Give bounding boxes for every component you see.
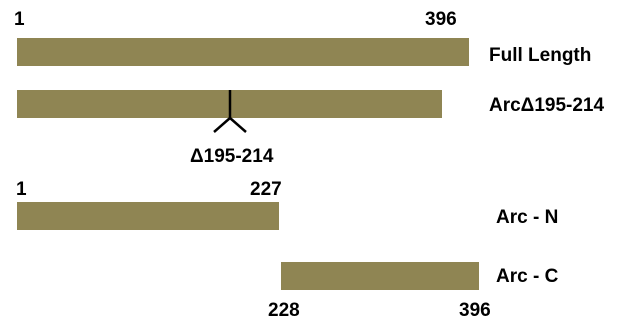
construct-deletion: Δ195-214 ArcΔ195-214 [17,90,605,167]
deletion-site-label: Δ195-214 [190,146,274,167]
full-length-end-label: 396 [425,9,457,30]
deletion-site-marker [213,90,247,133]
arc-n-end-label: 227 [250,179,282,200]
construct-arc-c: 228 396 Arc - C [268,262,559,321]
construct-full-length: 1 396 Full Length [14,9,591,66]
arc-c-start-label: 228 [268,300,300,321]
full-length-bar [17,38,469,66]
deletion-name: ArcΔ195-214 [489,95,605,116]
arc-n-start-label: 1 [16,179,27,200]
arc-n-bar [17,202,279,230]
full-length-name: Full Length [489,45,591,66]
arc-c-name: Arc - C [496,266,559,287]
full-length-start-label: 1 [14,9,25,30]
arc-c-bar [281,262,479,290]
arc-c-end-label: 396 [459,300,491,321]
arc-n-name: Arc - N [496,207,558,228]
construct-arc-n: 1 227 Arc - N [16,179,558,230]
